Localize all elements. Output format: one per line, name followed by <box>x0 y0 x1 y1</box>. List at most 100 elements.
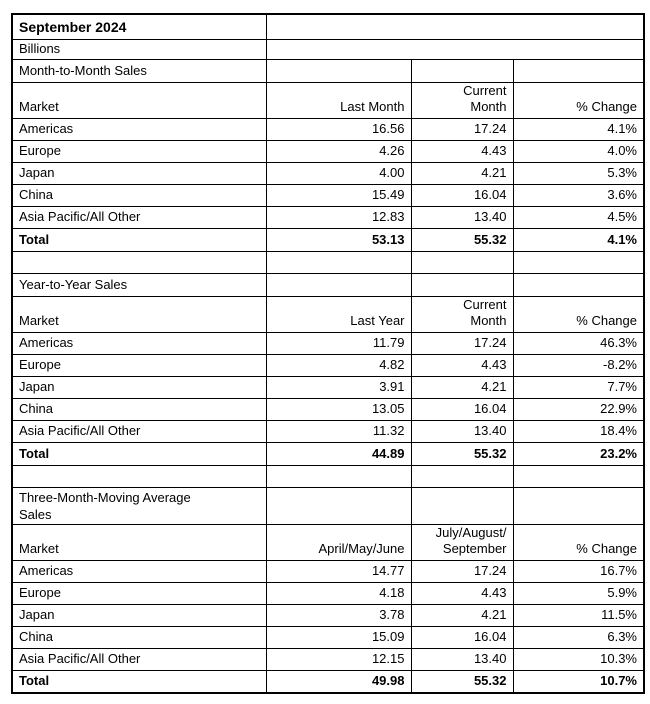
cell-market: Asia Pacific/All Other <box>11 419 267 443</box>
cell-change: 4.5% <box>512 205 645 229</box>
cell-current: 4.43 <box>410 353 514 377</box>
spacer-row <box>11 250 645 274</box>
table-row: Japan 3.78 4.21 11.5% <box>11 603 645 627</box>
empty-cell <box>512 272 645 297</box>
header-change: % Change <box>512 523 645 561</box>
section-heading: Three-Month-Moving Average Sales <box>11 486 267 525</box>
cell-market: Asia Pacific/All Other <box>11 647 267 671</box>
cell-prior: 3.78 <box>265 603 412 627</box>
cell-market: Europe <box>11 139 267 163</box>
cell-prior: 12.15 <box>265 647 412 671</box>
report-units: Billions <box>11 38 267 60</box>
title-row: September 2024 <box>11 13 645 40</box>
cell-change: 11.5% <box>512 603 645 627</box>
section-heading: Month-to-Month Sales <box>11 58 267 83</box>
section-heading-row: Three-Month-Moving Average Sales <box>11 486 645 525</box>
table-row: China 15.09 16.04 6.3% <box>11 625 645 649</box>
table-row: China 13.05 16.04 22.9% <box>11 397 645 421</box>
cell-market: China <box>11 183 267 207</box>
cell-change: 16.7% <box>512 559 645 583</box>
spacer-row <box>11 464 645 488</box>
cell-prior: 13.05 <box>265 397 412 421</box>
header-current: Current Month <box>410 81 514 119</box>
empty-cell <box>265 58 412 83</box>
total-current: 55.32 <box>410 227 514 252</box>
cell-change: 5.3% <box>512 161 645 185</box>
cell-current: 17.24 <box>410 559 514 583</box>
cell-current: 4.43 <box>410 139 514 163</box>
cell-current: 16.04 <box>410 183 514 207</box>
empty-cell <box>512 464 645 488</box>
empty-cell <box>410 486 514 525</box>
cell-current: 4.43 <box>410 581 514 605</box>
total-row: Total 49.98 55.32 10.7% <box>11 669 645 694</box>
header-prior: Last Month <box>265 81 412 119</box>
sales-report-table: September 2024 Billions Month-to-Month S… <box>11 13 645 694</box>
total-prior: 44.89 <box>265 441 412 466</box>
section-heading-row: Month-to-Month Sales <box>11 58 645 83</box>
empty-cell <box>265 38 645 60</box>
cell-change: 22.9% <box>512 397 645 421</box>
empty-cell <box>265 13 645 40</box>
cell-current: 17.24 <box>410 331 514 355</box>
total-label: Total <box>11 669 267 694</box>
cell-change: 4.1% <box>512 117 645 141</box>
total-label: Total <box>11 227 267 252</box>
cell-change: 7.7% <box>512 375 645 399</box>
cell-market: Europe <box>11 353 267 377</box>
header-prior: Last Year <box>265 295 412 333</box>
total-change: 10.7% <box>512 669 645 694</box>
cell-prior: 11.79 <box>265 331 412 355</box>
empty-cell <box>11 464 267 488</box>
empty-cell <box>410 272 514 297</box>
empty-cell <box>512 58 645 83</box>
cell-change: -8.2% <box>512 353 645 377</box>
cell-prior: 14.77 <box>265 559 412 583</box>
empty-cell <box>265 486 412 525</box>
column-header-row: Market Last Month Current Month % Change <box>11 81 645 119</box>
section-heading-row: Year-to-Year Sales <box>11 272 645 297</box>
total-change: 4.1% <box>512 227 645 252</box>
table-row: Asia Pacific/All Other 12.83 13.40 4.5% <box>11 205 645 229</box>
cell-current: 4.21 <box>410 161 514 185</box>
column-header-row: Market April/May/June July/August/ Septe… <box>11 523 645 561</box>
cell-change: 18.4% <box>512 419 645 443</box>
total-label: Total <box>11 441 267 466</box>
total-current: 55.32 <box>410 669 514 694</box>
header-change: % Change <box>512 81 645 119</box>
total-current: 55.32 <box>410 441 514 466</box>
report-title: September 2024 <box>11 13 267 40</box>
cell-change: 10.3% <box>512 647 645 671</box>
table-row: Asia Pacific/All Other 11.32 13.40 18.4% <box>11 419 645 443</box>
total-prior: 49.98 <box>265 669 412 694</box>
empty-cell <box>265 272 412 297</box>
cell-market: China <box>11 625 267 649</box>
header-current: July/August/ September <box>410 523 514 561</box>
units-row: Billions <box>11 38 645 60</box>
cell-current: 16.04 <box>410 397 514 421</box>
cell-prior: 4.82 <box>265 353 412 377</box>
table-row: Europe 4.18 4.43 5.9% <box>11 581 645 605</box>
cell-prior: 3.91 <box>265 375 412 399</box>
header-change: % Change <box>512 295 645 333</box>
empty-cell <box>410 250 514 274</box>
cell-prior: 12.83 <box>265 205 412 229</box>
cell-current: 17.24 <box>410 117 514 141</box>
cell-prior: 4.26 <box>265 139 412 163</box>
cell-market: Americas <box>11 559 267 583</box>
header-market: Market <box>11 81 267 119</box>
cell-market: Japan <box>11 603 267 627</box>
sales-report-sheet: September 2024 Billions Month-to-Month S… <box>11 13 645 694</box>
cell-change: 3.6% <box>512 183 645 207</box>
empty-cell <box>410 464 514 488</box>
empty-cell <box>265 464 412 488</box>
cell-market: Japan <box>11 375 267 399</box>
total-prior: 53.13 <box>265 227 412 252</box>
cell-current: 4.21 <box>410 375 514 399</box>
cell-change: 4.0% <box>512 139 645 163</box>
section-heading: Year-to-Year Sales <box>11 272 267 297</box>
cell-market: Americas <box>11 117 267 141</box>
total-row: Total 44.89 55.32 23.2% <box>11 441 645 466</box>
cell-market: Asia Pacific/All Other <box>11 205 267 229</box>
cell-change: 46.3% <box>512 331 645 355</box>
